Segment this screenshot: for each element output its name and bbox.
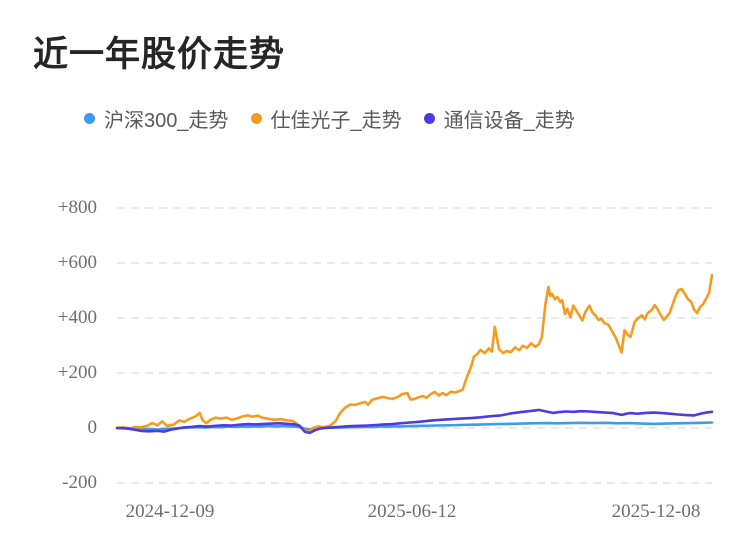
- y-axis-tick: -200: [62, 472, 97, 493]
- x-axis-tick-mid: 2025-06-12: [367, 501, 457, 522]
- page-title: 近一年股价走势: [33, 35, 286, 74]
- legend-dot-icon: [84, 113, 95, 124]
- y-axis-tick: +400: [57, 307, 97, 328]
- legend-dot-icon: [250, 113, 262, 124]
- legend-item-telecom[interactable]: 通信设备_走势: [423, 104, 575, 133]
- chart-legend: 沪深300_走势 仕佳光子_走势 通信设备_走势: [84, 104, 575, 133]
- y-axis-tick: 0: [87, 417, 98, 438]
- legend-label-hs300: 沪深300_走势: [104, 110, 229, 132]
- legend-item-shijia[interactable]: 仕佳光子_走势: [250, 104, 402, 133]
- y-axis-tick: +200: [57, 362, 97, 383]
- y-axis-tick: +600: [57, 252, 97, 273]
- legend-dot-icon: [423, 113, 435, 124]
- legend-label-telecom: 通信设备_走势: [443, 110, 575, 132]
- legend-label-shijia: 仕佳光子_走势: [270, 110, 402, 132]
- x-axis-tick-end: 2025-12-08: [611, 501, 701, 522]
- legend-item-hs300[interactable]: 沪深300_走势: [84, 104, 229, 133]
- x-axis-tick-start: 2024-12-09: [125, 501, 215, 522]
- y-axis-tick: +800: [57, 197, 97, 218]
